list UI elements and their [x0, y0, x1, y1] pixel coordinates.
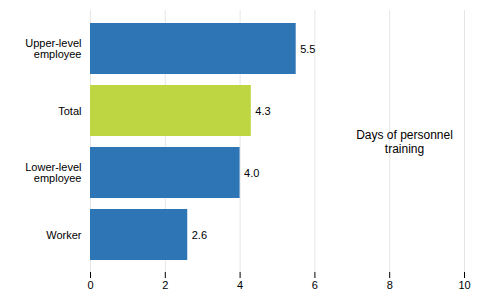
svg-text:8: 8 — [387, 279, 393, 291]
svg-text:5.5: 5.5 — [300, 43, 315, 55]
svg-text:10: 10 — [458, 279, 470, 291]
svg-text:0: 0 — [87, 279, 93, 291]
svg-text:2: 2 — [162, 279, 168, 291]
svg-text:Lower-levelemployee: Lower-levelemployee — [25, 161, 81, 184]
svg-text:Days of personneltraining: Days of personneltraining — [356, 128, 453, 156]
svg-text:4.3: 4.3 — [255, 105, 270, 117]
svg-text:Upper-levelemployee: Upper-levelemployee — [25, 37, 81, 60]
svg-text:4.0: 4.0 — [244, 167, 259, 179]
svg-text:2.6: 2.6 — [192, 229, 207, 241]
svg-text:6: 6 — [312, 279, 318, 291]
svg-text:Worker: Worker — [46, 229, 82, 241]
svg-text:4: 4 — [237, 279, 243, 291]
svg-text:Total: Total — [58, 105, 81, 117]
